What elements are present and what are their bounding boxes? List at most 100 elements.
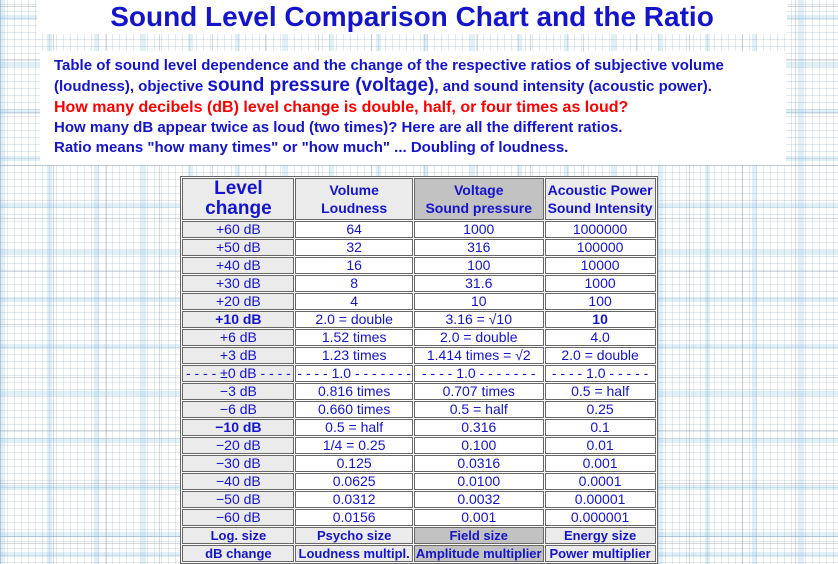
table-row: - - - - ±0 dB - - - -- - - - 1.0 - - - -… — [182, 365, 656, 382]
table-cell: 1000 — [413, 221, 544, 238]
table-gap — [0, 165, 838, 176]
table-row: −6 dB 0.660 times 0.5 = half 0.25 — [182, 401, 656, 418]
table-cell: 0.816 times — [295, 383, 413, 400]
row-header-cell: +3 dB — [182, 347, 295, 364]
row-header-cell: −6 dB — [182, 401, 295, 418]
title-gap — [0, 34, 838, 51]
table-cell: 10000 — [544, 257, 656, 274]
table-body: +60 dB 64 1000 1000000 +50 dB 32 316 100000 +40 … — [182, 221, 656, 526]
table-row: +10 dB 2.0 = double 3.16 = √10 10 — [182, 311, 656, 328]
table-cell: 0.25 — [544, 401, 656, 418]
row-header-cell: −30 dB — [182, 455, 295, 472]
table-cell: 100 — [413, 257, 544, 274]
footer-cell: Psycho size — [295, 527, 413, 544]
table-cell: 100000 — [544, 239, 656, 256]
table-cell: 0.5 = half — [295, 419, 413, 436]
table-cell: 0.5 = half — [544, 383, 656, 400]
table-cell: 16 — [295, 257, 413, 274]
table-cell: 31.6 — [413, 275, 544, 292]
row-header-cell: +60 dB — [182, 221, 295, 238]
table-row: −10 dB 0.5 = half 0.316 0.1 — [182, 419, 656, 436]
footer-row: Log. size Psycho size Field size Energy siz… — [182, 527, 656, 544]
header-row: Level change Volume Loudness Voltage Sound pr… — [182, 178, 656, 220]
table-cell: 1000 — [544, 275, 656, 292]
table-cell: 2.0 = double — [413, 329, 544, 346]
table-cell: 10 — [544, 311, 656, 328]
row-header-cell: +30 dB — [182, 275, 295, 292]
table-cell: 0.125 — [295, 455, 413, 472]
row-header-cell: +10 dB — [182, 311, 295, 328]
row-header-cell: −3 dB — [182, 383, 295, 400]
intro-line-red: How many decibels (dB) level change is d… — [54, 99, 629, 116]
table-row: −30 dB 0.125 0.0316 0.001 — [182, 455, 656, 472]
title-band: Sound Level Comparison Chart and the Rat… — [37, 0, 787, 34]
intro-line-1-post: , and sound intensity (acoustic power). — [434, 78, 712, 95]
footer-cell: Log. size — [182, 527, 295, 544]
table-row: −3 dB 0.816 times 0.707 times 0.5 = half — [182, 383, 656, 400]
table-cell: 0.707 times — [413, 383, 544, 400]
table-cell: 0.0100 — [413, 473, 544, 490]
table-cell: 0.316 — [413, 419, 544, 436]
table-cell: 0.0156 — [295, 509, 413, 526]
table-cell: 10 — [413, 293, 544, 310]
row-header-cell: +20 dB — [182, 293, 295, 310]
table-cell: 1/4 = 0.25 — [295, 437, 413, 454]
table-cell: 64 — [295, 221, 413, 238]
table-cell: 0.00001 — [544, 491, 656, 508]
table-row: −40 dB 0.0625 0.0100 0.0001 — [182, 473, 656, 490]
column-header: Level change — [182, 178, 295, 220]
table-cell: 1.52 times — [295, 329, 413, 346]
table-cell: - - - - 1.0 - - - - - — [544, 365, 656, 382]
footer-cell: dB change — [182, 545, 295, 562]
table-row: +30 dB 8 31.6 1000 — [182, 275, 656, 292]
footer-cell: Power multiplier — [544, 545, 656, 562]
table-cell: 0.001 — [413, 509, 544, 526]
footer-row: dB change Loudness multipl. Amplitude mult… — [182, 545, 656, 562]
table-row: +20 dB 4 10 100 — [182, 293, 656, 310]
table-cell: 0.5 = half — [413, 401, 544, 418]
row-header-cell: −50 dB — [182, 491, 295, 508]
table-header: Level change Volume Loudness Voltage Sound pr… — [182, 178, 656, 220]
table-cell: 316 — [413, 239, 544, 256]
table-footer: Log. size Psycho size Field size Energy siz… — [182, 527, 656, 562]
table-cell: 0.0312 — [295, 491, 413, 508]
table-cell: 0.1 — [544, 419, 656, 436]
table-cell: 32 — [295, 239, 413, 256]
column-header: Volume Loudness — [295, 178, 413, 220]
intro-text: Table of sound level dependence and the … — [40, 51, 786, 165]
table-cell: - - - - 1.0 - - - - - - - — [295, 365, 413, 382]
table-row: +3 dB 1.23 times 1.414 times = √2 2.0 = dou… — [182, 347, 656, 364]
table-cell: 0.01 — [544, 437, 656, 454]
table-cell: 0.0032 — [413, 491, 544, 508]
table-row: −60 dB 0.0156 0.001 0.000001 — [182, 509, 656, 526]
row-header-cell: +50 dB — [182, 239, 295, 256]
sound-level-comparison-table: Level change Volume Loudness Voltage Sound pr… — [180, 176, 658, 564]
row-header-cell: −60 dB — [182, 509, 295, 526]
footer-cell: Loudness multipl. — [295, 545, 413, 562]
table-cell: 0.0001 — [544, 473, 656, 490]
table-cell: - - - - 1.0 - - - - - - - — [413, 365, 544, 382]
table-cell: 0.0316 — [413, 455, 544, 472]
column-header: Acoustic Power Sound Intensity — [544, 178, 656, 220]
table-cell: 0.0625 — [295, 473, 413, 490]
table-cell: 1.23 times — [295, 347, 413, 364]
page-title: Sound Level Comparison Chart and the Rat… — [110, 1, 714, 32]
intro-line-1-pre: Table of sound level dependence and the … — [54, 57, 724, 95]
row-header-cell: −20 dB — [182, 437, 295, 454]
row-header-cell: −10 dB — [182, 419, 295, 436]
table-cell: 1000000 — [544, 221, 656, 238]
table-cell: 1.414 times = √2 — [413, 347, 544, 364]
intro-line-3: How many dB appear twice as loud (two ti… — [54, 119, 623, 136]
table-cell: 3.16 = √10 — [413, 311, 544, 328]
intro-line-1: Table of sound level dependence and the … — [54, 56, 774, 97]
row-header-cell: - - - - ±0 dB - - - - — [182, 365, 295, 382]
table-cell: 0.100 — [413, 437, 544, 454]
table-row: −50 dB 0.0312 0.0032 0.00001 — [182, 491, 656, 508]
table-row: +50 dB 32 316 100000 — [182, 239, 656, 256]
table-row: −20 dB 1/4 = 0.25 0.100 0.01 — [182, 437, 656, 454]
table-cell: 2.0 = double — [295, 311, 413, 328]
intro-line-4: Ratio means "how many times" or "how muc… — [54, 139, 569, 156]
row-header-cell: +40 dB — [182, 257, 295, 274]
table-cell: 0.660 times — [295, 401, 413, 418]
